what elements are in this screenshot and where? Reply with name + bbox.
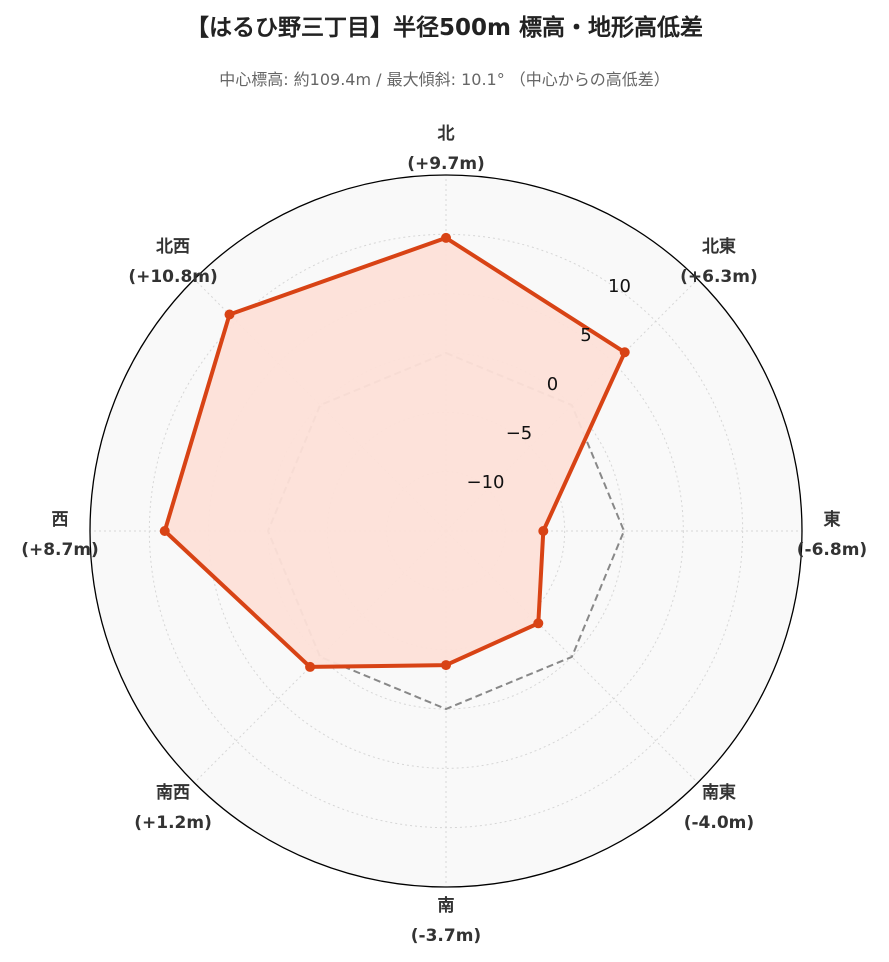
grid-spoke [445, 278, 699, 532]
axis-value-label: (-4.0m) [684, 813, 754, 833]
axis-label: 南東 [702, 782, 736, 803]
series-area [164, 237, 625, 667]
radial-tick-label: −5 [506, 423, 533, 444]
axis-label: 南 [438, 895, 455, 916]
data-point-3 [533, 618, 544, 629]
outer-ring [89, 174, 803, 888]
axis-value-label: (+10.8m) [128, 267, 217, 287]
radial-tick-label: 10 [608, 276, 631, 297]
data-point-5 [305, 661, 316, 672]
radial-tick-label: −10 [467, 472, 505, 493]
data-point-7 [224, 309, 235, 320]
labels-layer: −10 −5 0 5 10 北 (+9.7m) 北東 (+6.3m) 東 (-6.8m) 南東 (-4.… [21, 124, 867, 946]
axis-label: 西 [52, 510, 69, 530]
axis-label: 南西 [156, 782, 190, 803]
axis-value-label: (+1.2m) [134, 813, 212, 833]
axis-label: 北 [438, 124, 455, 144]
axis-value-label: (-3.7m) [411, 926, 481, 946]
axis-value-label: (+9.7m) [407, 154, 485, 174]
data-point-0 [441, 232, 451, 243]
axis-value-label: (+6.3m) [680, 267, 758, 287]
axis-label: 北西 [156, 237, 190, 257]
grid-spoke [445, 530, 699, 784]
axis-label: 北東 [702, 236, 736, 257]
grid-spoke [193, 530, 447, 784]
radial-tick-label: 0 [547, 374, 558, 395]
data-point-1 [619, 347, 630, 358]
data-point-2 [538, 526, 549, 536]
data-point-6 [159, 526, 170, 536]
axis-value-label: (-6.8m) [797, 540, 867, 560]
chart-subtitle: 中心標高: 約109.4m / 最大傾斜: 10.1° （中心からの高低差） [219, 70, 670, 89]
data-point-4 [441, 660, 451, 671]
chart-title: 【はるひ野三丁目】半径500m 標高・地形高低差 [186, 15, 703, 41]
series-layer [159, 232, 630, 672]
radial-tick-label: 5 [580, 325, 591, 346]
grid-ring [267, 352, 625, 710]
axis-value-label: (+8.7m) [21, 540, 99, 560]
axis-label: 東 [824, 509, 841, 530]
